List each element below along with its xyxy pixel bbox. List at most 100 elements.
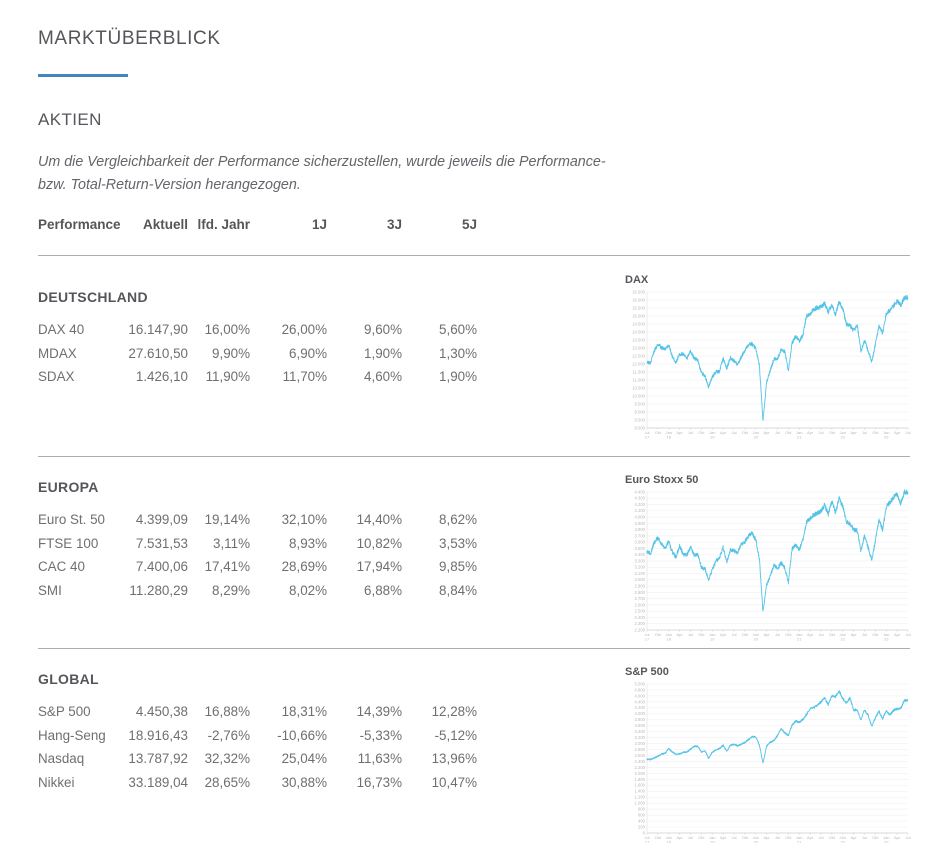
- x-axis-tick-label: 22: [841, 636, 846, 641]
- value-cell: 11,90%: [205, 369, 250, 385]
- x-axis-tick-label: Apr: [807, 835, 814, 840]
- index-name-cell: FTSE 100: [38, 535, 99, 551]
- col-header-3j: 3J: [386, 217, 402, 232]
- x-axis-tick-label: Okt: [742, 835, 749, 840]
- value-cell: -10,66%: [277, 727, 327, 743]
- x-axis-tick-label: Apr: [894, 430, 901, 435]
- value-cell: 28,69%: [281, 559, 327, 575]
- x-axis-tick-label: Apr: [720, 430, 727, 435]
- y-axis-tick-label: 13.500: [632, 337, 645, 342]
- value-cell: 4.450,38: [135, 704, 188, 719]
- line-chart-dax: 8.000 8.500 9.000 9.500 10.000 10.500 11.000 11…: [632, 289, 910, 439]
- section-table: GLOBAL S&P 500 4.450,38 16,88% 18,31% 14,39% 1…: [38, 649, 598, 843]
- section-table: EUROPA Euro St. 50 4.399,09 19,14% 32,10% 14,…: [38, 457, 598, 648]
- y-axis-tick-label: 12.000: [632, 361, 645, 366]
- x-axis-tick-label: Jan: [840, 430, 846, 435]
- x-axis-tick-label: Okt: [785, 430, 792, 435]
- index-name-cell: MDAX: [38, 345, 77, 361]
- y-axis-tick-label: 3.400: [635, 729, 646, 734]
- col-header-performance: Performance: [38, 217, 121, 232]
- value-cell: 8,84%: [439, 582, 477, 598]
- y-axis-tick-label: 3.600: [635, 723, 646, 728]
- y-axis-tick-label: 200: [638, 824, 646, 829]
- value-cell: 1,90%: [439, 369, 477, 385]
- x-axis-tick-label: 18: [667, 636, 672, 641]
- x-axis-tick-label: Okt: [829, 632, 836, 637]
- x-axis-tick-label: Jan: [753, 835, 759, 840]
- value-cell: 12,28%: [431, 704, 477, 719]
- y-axis-tick-label: 2.800: [635, 747, 646, 752]
- x-axis-tick-label: Apr: [807, 632, 814, 637]
- x-axis-tick-label: Okt: [698, 430, 705, 435]
- x-axis-tick-label: Apr: [851, 430, 858, 435]
- value-cell: 9,60%: [364, 322, 402, 337]
- x-axis-tick-label: Jan: [796, 632, 802, 637]
- section-title: DEUTSCHLAND: [38, 289, 148, 305]
- x-axis-tick-label: Jul: [644, 835, 649, 840]
- x-axis-tick-label: Apr: [677, 835, 684, 840]
- x-axis-tick-label: Jul: [731, 430, 736, 435]
- section-table: DEUTSCHLAND DAX 40 16.147,90 16,00% 26,00% 9,…: [38, 256, 598, 456]
- x-axis-tick-label: Jul: [688, 835, 693, 840]
- y-axis-tick-label: 8.500: [635, 417, 646, 422]
- index-price-line: [646, 489, 909, 612]
- y-axis-tick-label: 1.200: [635, 795, 646, 800]
- table-row: S&P 500 4.450,38 16,88% 18,31% 14,39% 12,28%: [38, 700, 598, 724]
- index-name-cell: SDAX: [38, 369, 75, 385]
- chart-block: Euro Stoxx 50 2.200 2.300 2.400 2.500 2.600 2.…: [625, 457, 917, 648]
- chart-title: Euro Stoxx 50: [625, 474, 699, 486]
- table-header-row: Performance Aktuell lfd. Jahr 1J 3J 5J: [38, 217, 946, 232]
- value-cell: 16,88%: [204, 704, 250, 719]
- value-cell: 1.426,10: [135, 369, 188, 385]
- x-axis-tick-label: 17: [645, 839, 650, 843]
- y-axis-tick-label: 10.000: [632, 393, 645, 398]
- x-axis-tick-label: Apr: [720, 835, 727, 840]
- value-cell: 1,90%: [364, 345, 402, 361]
- value-cell: 8,29%: [212, 582, 250, 598]
- value-cell: 8,62%: [439, 512, 477, 527]
- x-axis-tick-label: Jul: [818, 835, 823, 840]
- section-divider: [38, 456, 910, 457]
- x-axis-tick-label: Jul: [862, 835, 867, 840]
- x-axis-tick-label: Okt: [742, 430, 749, 435]
- x-axis-tick-label: Okt: [655, 430, 662, 435]
- value-cell: -5,12%: [434, 727, 477, 743]
- y-axis-tick-label: 15.500: [632, 305, 645, 310]
- x-axis-tick-label: 21: [797, 839, 802, 843]
- value-cell: 16,00%: [204, 322, 250, 337]
- value-cell: 17,94%: [356, 559, 402, 575]
- chart-block: S&P 500 0 200 400 600 800 1.000 1.200 1.400 1.600…: [625, 649, 917, 843]
- value-cell: 18.916,43: [128, 727, 188, 743]
- x-axis-tick-label: Jan: [883, 835, 889, 840]
- y-axis-tick-label: 1.600: [635, 783, 646, 788]
- y-axis-tick-label: 3.800: [635, 717, 646, 722]
- x-axis-tick-label: 20: [754, 839, 759, 843]
- x-axis-tick-label: Jul: [905, 835, 910, 840]
- value-cell: 16,73%: [356, 774, 402, 790]
- y-axis-tick-label: 2.400: [635, 759, 646, 764]
- x-axis-tick-label: Jul: [688, 632, 693, 637]
- y-axis-tick-label: 4.100: [635, 508, 646, 513]
- table-row: Hang-Seng 18.916,43 -2,76% -10,66% -5,33% -5,…: [38, 724, 598, 748]
- y-axis-tick-label: 10.500: [632, 385, 645, 390]
- value-cell: 32,10%: [281, 512, 327, 527]
- x-axis-tick-label: 19: [710, 839, 715, 843]
- value-cell: 4.399,09: [135, 512, 188, 527]
- value-cell: 33.189,04: [128, 774, 188, 790]
- y-axis-tick-label: 4.400: [635, 699, 646, 704]
- x-axis-tick-label: Okt: [829, 835, 836, 840]
- y-axis-tick-label: 2.400: [635, 615, 646, 620]
- value-cell: 30,88%: [281, 774, 327, 790]
- x-axis-tick-label: Jan: [883, 430, 889, 435]
- y-axis-tick-label: 2.700: [635, 596, 646, 601]
- value-cell: 3,11%: [213, 535, 250, 551]
- x-axis-tick-label: Okt: [655, 632, 662, 637]
- title-underline: [38, 74, 128, 77]
- y-axis-tick-label: 16.000: [632, 297, 645, 302]
- y-axis-tick-label: 3.700: [635, 533, 646, 538]
- value-cell: 4,60%: [364, 369, 402, 385]
- line-chart-sp-500: 02004006008001.0001.2001.4001.6001.8002.…: [635, 681, 911, 843]
- x-axis-tick-label: 19: [710, 636, 715, 641]
- value-cell: 13.787,92: [128, 751, 188, 767]
